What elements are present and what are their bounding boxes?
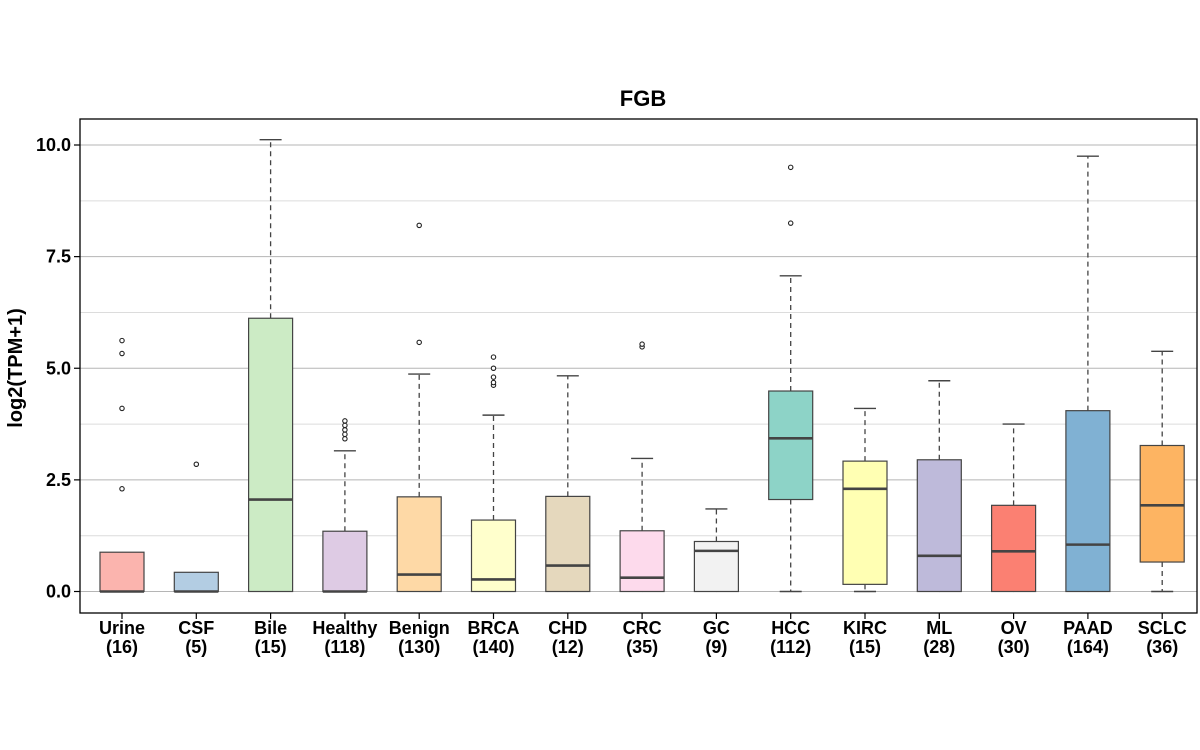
box-iqr (693, 540, 740, 593)
x-tick-count: (30) (998, 637, 1030, 657)
box-gc (693, 508, 740, 593)
box-iqr (322, 530, 368, 593)
box-ov (990, 423, 1037, 593)
box-iqr (768, 390, 814, 501)
box-iqr (545, 495, 591, 593)
box-iqr (916, 459, 962, 593)
outlier-point (416, 339, 422, 346)
box-iqr (396, 496, 442, 593)
x-axis-ticks: Urine(16)CSF(5)Bile(15)Healthy(118)Benig… (99, 613, 1187, 657)
box-iqr (1065, 410, 1111, 593)
x-tick-label: BRCA (468, 618, 520, 638)
outlier-point (342, 427, 348, 433)
x-tick-label: Bile (254, 618, 287, 638)
box-hcc (768, 164, 814, 593)
x-tick-count: (140) (472, 637, 514, 657)
y-tick-label: 5.0 (46, 358, 71, 378)
outlier-point (787, 220, 794, 226)
x-tick-count: (12) (552, 637, 584, 657)
box-bile (248, 138, 294, 593)
outlier-point (193, 461, 200, 467)
x-tick-count: (164) (1067, 637, 1109, 657)
y-tick-label: 2.5 (46, 470, 71, 490)
box-iqr (1139, 444, 1185, 563)
x-tick-label: Healthy (312, 618, 377, 638)
box-kirc (842, 407, 888, 593)
outlier-point (490, 365, 497, 371)
box-benign (396, 222, 442, 593)
box-healthy (322, 418, 368, 593)
box-crc (619, 341, 665, 593)
outlier-point (639, 341, 645, 347)
outlier-point (416, 222, 422, 229)
x-tick-count: (35) (626, 637, 658, 657)
x-tick-count: (16) (106, 637, 138, 657)
y-axis-ticks: 0.0 2.5 5.0 7.5 10.0 (36, 135, 80, 602)
box-iqr (990, 504, 1037, 593)
box-iqr (99, 551, 145, 593)
box-brca (470, 354, 517, 593)
x-tick-count: (112) (770, 637, 811, 657)
box-iqr (842, 460, 888, 585)
x-tick-label: CRC (623, 618, 662, 638)
box-iqr (173, 571, 219, 593)
outlier-point (342, 431, 348, 438)
x-tick-label: Benign (389, 618, 450, 638)
box-urine (99, 337, 145, 593)
box-csf (173, 461, 219, 593)
x-tick-label: HCC (771, 618, 810, 638)
x-tick-count: (5) (185, 637, 207, 657)
x-tick-label: ML (926, 618, 952, 638)
outlier-point (342, 436, 348, 442)
x-tick-label: CSF (178, 618, 214, 638)
y-tick-label: 7.5 (46, 247, 71, 267)
box-ml (916, 380, 962, 593)
outlier-point (490, 374, 497, 380)
y-axis-label: log2(TPM+1) (5, 308, 27, 427)
outlier-point (490, 354, 497, 360)
x-tick-label: Urine (99, 618, 145, 638)
chart-title: FGB (620, 86, 666, 111)
x-tick-count: (15) (849, 637, 881, 657)
x-tick-count: (15) (255, 637, 287, 657)
boxes (99, 138, 1185, 593)
outlier-point (342, 422, 348, 429)
box-iqr (248, 317, 294, 593)
outlier-point (342, 418, 348, 424)
outlier-point (119, 486, 125, 492)
box-iqr (619, 530, 665, 593)
box-paad (1065, 155, 1111, 593)
x-tick-count: (118) (324, 637, 365, 657)
x-tick-count: (9) (705, 637, 727, 657)
box-sclc (1139, 350, 1185, 593)
box-iqr (470, 519, 517, 593)
box-chd (545, 375, 591, 593)
x-tick-label: CHD (548, 618, 587, 638)
y-tick-label: 10.0 (36, 135, 71, 155)
x-tick-label: GC (703, 618, 730, 638)
plot-frame (79, 118, 1198, 614)
x-tick-count: (130) (398, 637, 440, 657)
outlier-point (119, 405, 125, 412)
x-tick-label: KIRC (843, 618, 887, 638)
outlier-point (119, 350, 125, 357)
x-tick-count: (28) (923, 637, 955, 657)
outlier-point (787, 164, 794, 171)
x-tick-count: (36) (1146, 637, 1178, 657)
outlier-point (119, 337, 125, 344)
x-tick-label: OV (1001, 618, 1027, 638)
outlier-point (490, 379, 497, 386)
x-tick-label: PAAD (1063, 618, 1113, 638)
y-tick-label: 0.0 (46, 582, 71, 602)
x-tick-label: SCLC (1138, 618, 1187, 638)
